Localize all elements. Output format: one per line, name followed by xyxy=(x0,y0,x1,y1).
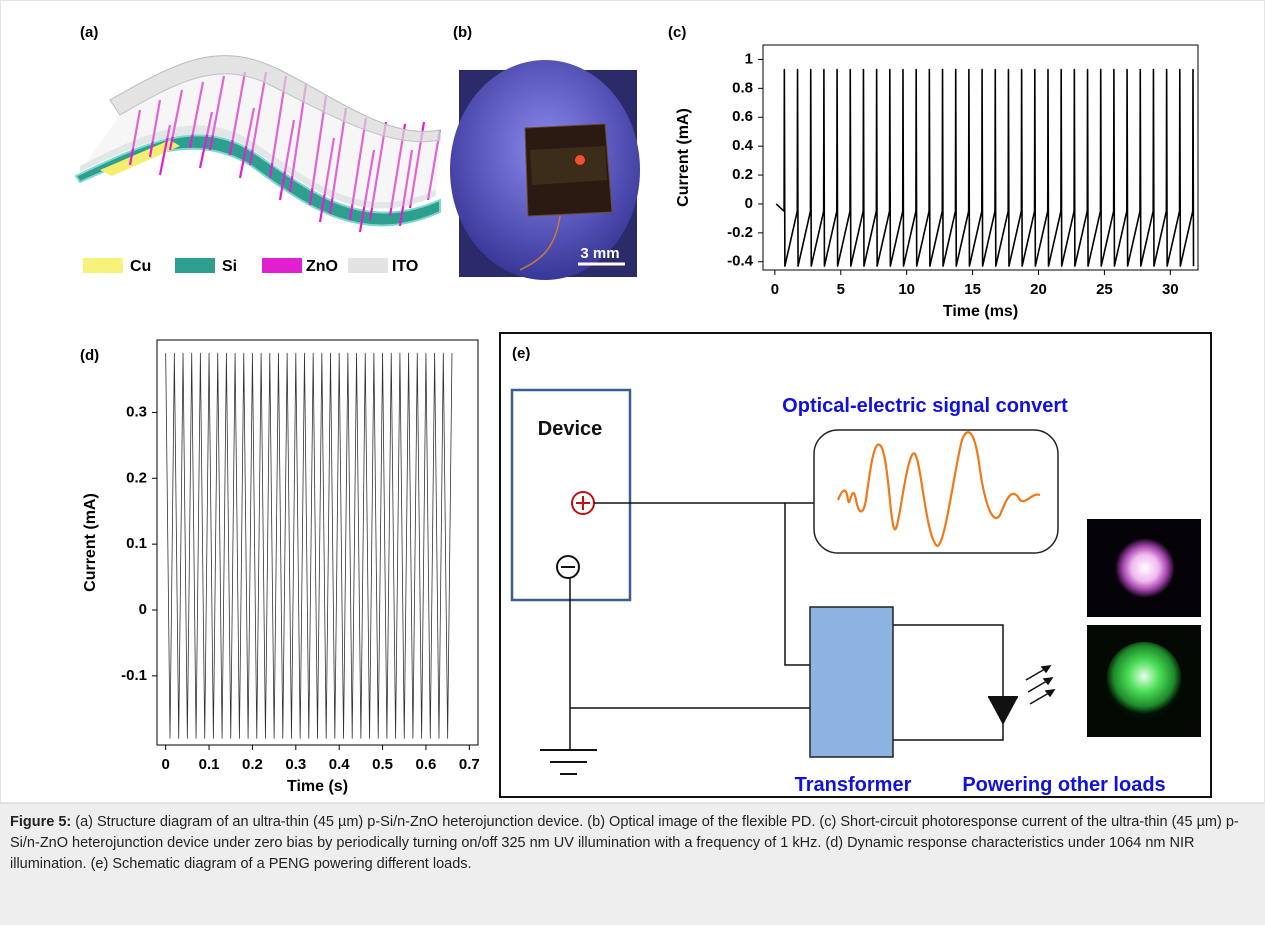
y-tick-label: 0.2 xyxy=(732,166,753,183)
signal-label: Optical-electric signal convert xyxy=(782,395,1068,417)
x-tick-label: 0.7 xyxy=(459,756,480,773)
panel-label: (a) xyxy=(80,24,98,41)
panel-label: (c) xyxy=(668,24,686,41)
transformer-box xyxy=(810,607,893,757)
y-tick-label: 0.6 xyxy=(732,108,753,125)
device-photo: 3 mm xyxy=(450,60,640,280)
panel-label: (b) xyxy=(453,24,472,41)
y-tick-label: 0.1 xyxy=(126,535,147,552)
x-tick-label: 0.3 xyxy=(285,756,306,773)
x-tick-label: 15 xyxy=(964,281,981,298)
caption-label: Figure 5: xyxy=(10,814,71,830)
y-tick-label: 0.2 xyxy=(126,469,147,486)
x-tick-label: 25 xyxy=(1096,281,1113,298)
x-tick-label: 0 xyxy=(162,756,170,773)
legend-label: Si xyxy=(222,258,237,275)
schematic: (e) Device Optical-electric signal conve… xyxy=(500,333,1211,797)
x-tick-label: 0.4 xyxy=(329,756,351,773)
figure: (a) Cu Si ZnO ITO (b) xyxy=(0,0,1265,803)
transformer-label: Transformer xyxy=(795,774,912,796)
y-axis-label: Current (mA) xyxy=(675,108,692,207)
x-tick-label: 20 xyxy=(1030,281,1047,298)
x-tick-label: 5 xyxy=(837,281,845,298)
y-tick-label: 0.3 xyxy=(126,403,147,420)
y-tick-label: 0.4 xyxy=(732,137,754,154)
panel-label: (e) xyxy=(512,345,530,362)
x-tick-label: 0.1 xyxy=(199,756,220,773)
x-tick-label: 0 xyxy=(771,281,779,298)
y-axis-label: Current (mA) xyxy=(82,493,99,592)
legend-label: ZnO xyxy=(306,258,338,275)
y-tick-label: -0.4 xyxy=(727,253,754,270)
x-tick-label: 30 xyxy=(1162,281,1179,298)
y-tick-label: -0.2 xyxy=(727,224,753,241)
x-tick-label: 10 xyxy=(898,281,915,298)
loads-label: Powering other loads xyxy=(962,774,1165,796)
x-axis-label: Time (ms) xyxy=(943,303,1018,320)
panel-label: (d) xyxy=(80,347,99,364)
signal-box xyxy=(814,430,1058,553)
page: {"panels": { "a": {"label": "(a)", "lege… xyxy=(0,0,1265,925)
legend-label: Cu xyxy=(130,258,151,275)
y-tick-label: 0 xyxy=(745,195,753,212)
y-tick-label: 0 xyxy=(139,601,147,618)
legend-label: ITO xyxy=(392,258,418,275)
legend-swatch xyxy=(83,258,123,273)
x-axis-label: Time (s) xyxy=(287,778,348,795)
x-tick-label: 0.5 xyxy=(372,756,393,773)
legend-swatch xyxy=(262,258,302,273)
x-tick-label: 0.2 xyxy=(242,756,263,773)
scale-bar-label: 3 mm xyxy=(580,245,619,262)
caption-text: (a) Structure diagram of an ultra-thin (… xyxy=(10,814,1239,872)
y-tick-label: 1 xyxy=(745,50,753,67)
y-tick-label: -0.1 xyxy=(121,667,147,684)
legend-swatch xyxy=(175,258,215,273)
x-tick-label: 0.6 xyxy=(416,756,437,773)
legend-swatch xyxy=(348,258,388,273)
caption: Figure 5: (a) Structure diagram of an ul… xyxy=(0,803,1265,925)
y-tick-label: 0.8 xyxy=(732,79,753,96)
device-label: Device xyxy=(538,418,603,440)
